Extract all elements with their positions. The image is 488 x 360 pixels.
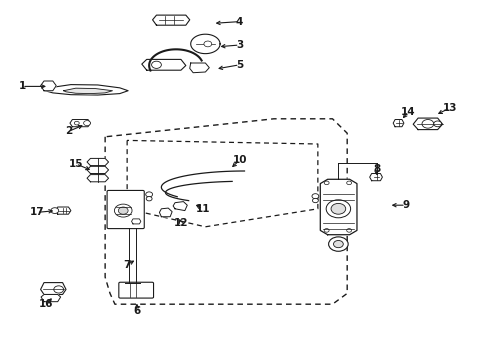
Circle shape [433, 121, 441, 127]
Circle shape [312, 198, 318, 203]
Text: 7: 7 [123, 260, 131, 270]
Polygon shape [45, 85, 128, 95]
Polygon shape [55, 207, 71, 214]
Text: 3: 3 [236, 40, 243, 50]
Text: 10: 10 [232, 155, 246, 165]
Polygon shape [131, 219, 141, 224]
Text: 9: 9 [402, 200, 408, 210]
Circle shape [346, 181, 351, 185]
Polygon shape [87, 166, 108, 174]
Text: 12: 12 [173, 218, 188, 228]
Circle shape [346, 229, 351, 232]
Text: 16: 16 [39, 299, 54, 309]
Polygon shape [189, 63, 209, 73]
Polygon shape [63, 88, 112, 94]
Circle shape [74, 121, 79, 125]
Polygon shape [41, 294, 61, 302]
Text: 1: 1 [19, 81, 25, 91]
Circle shape [328, 237, 347, 251]
Text: 14: 14 [400, 107, 415, 117]
Circle shape [421, 120, 433, 128]
Polygon shape [392, 120, 403, 127]
Circle shape [114, 204, 132, 217]
Polygon shape [87, 158, 108, 166]
Polygon shape [320, 179, 356, 235]
Circle shape [145, 192, 152, 197]
Text: 13: 13 [442, 103, 456, 113]
Circle shape [324, 181, 328, 185]
Circle shape [203, 41, 211, 47]
Circle shape [333, 240, 343, 248]
FancyBboxPatch shape [119, 282, 153, 298]
Text: 2: 2 [65, 126, 72, 136]
Polygon shape [70, 120, 90, 127]
Polygon shape [87, 175, 108, 182]
Circle shape [146, 197, 152, 201]
Polygon shape [142, 59, 185, 70]
Circle shape [83, 121, 90, 126]
Polygon shape [369, 174, 382, 181]
Polygon shape [41, 283, 66, 294]
Text: 4: 4 [235, 17, 243, 27]
Polygon shape [41, 81, 56, 91]
Text: 15: 15 [68, 159, 83, 169]
Text: 5: 5 [236, 60, 243, 70]
Text: 17: 17 [29, 207, 44, 217]
Circle shape [118, 207, 128, 214]
Polygon shape [190, 34, 220, 54]
Circle shape [330, 203, 345, 214]
Polygon shape [173, 202, 187, 211]
Polygon shape [152, 15, 189, 25]
Circle shape [54, 286, 63, 293]
Circle shape [311, 194, 318, 199]
Polygon shape [159, 208, 172, 217]
FancyBboxPatch shape [107, 190, 144, 229]
Polygon shape [412, 118, 442, 130]
Text: 11: 11 [195, 204, 210, 214]
Circle shape [324, 229, 328, 232]
Circle shape [51, 208, 59, 213]
Text: 6: 6 [133, 306, 140, 316]
Text: 8: 8 [372, 164, 379, 174]
Circle shape [151, 61, 161, 68]
Circle shape [325, 200, 350, 218]
